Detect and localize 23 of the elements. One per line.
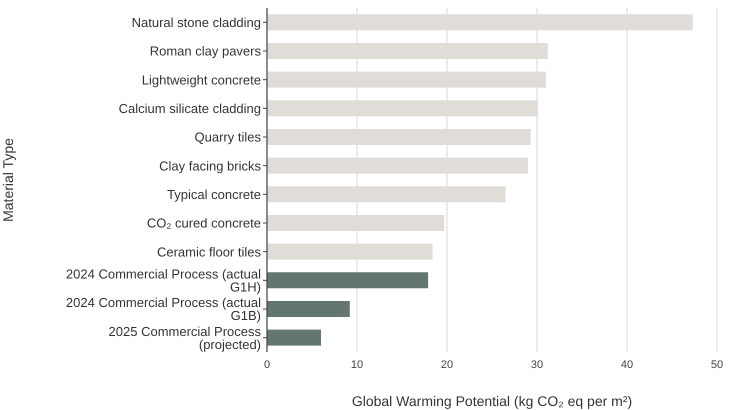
x-tick-label: 30	[530, 358, 544, 371]
y-tick-label: Quarry tiles	[194, 130, 262, 145]
x-tick-label: 50	[710, 358, 724, 371]
y-tick-label: 2025 Commercial Process (projected)	[108, 324, 262, 352]
bar	[267, 272, 428, 288]
x-tick-label: 10	[350, 358, 364, 371]
x-axis-title: Global Warming Potential (kg CO₂ eq per m²)	[352, 393, 632, 409]
x-tick-label: 40	[620, 358, 634, 371]
x-tick-label: 20	[440, 358, 454, 371]
y-tick-label: 2024 Commercial Process (actual G1H)	[66, 266, 262, 294]
x-tick-label: 0	[264, 358, 270, 371]
y-tick-label: Calcium silicate cladding	[118, 100, 261, 116]
y-tick-label: 2024 Commercial Process (actual G1B)	[66, 295, 262, 324]
bar	[267, 300, 350, 317]
y-tick-label: Clay facing bricks	[159, 158, 262, 174]
y-tick-label: CO₂ cured concrete	[146, 216, 261, 231]
y-tick-label: Roman clay pavers	[150, 44, 262, 59]
y-axis-title: Material Type	[0, 138, 16, 222]
y-tick-label: Ceramic floor tiles	[156, 244, 262, 260]
bar	[267, 330, 321, 346]
y-tick-label: Natural stone cladding	[132, 14, 261, 30]
y-tick-label: Lightweight concrete	[142, 72, 261, 88]
y-tick-label: Typical concrete	[167, 186, 261, 202]
